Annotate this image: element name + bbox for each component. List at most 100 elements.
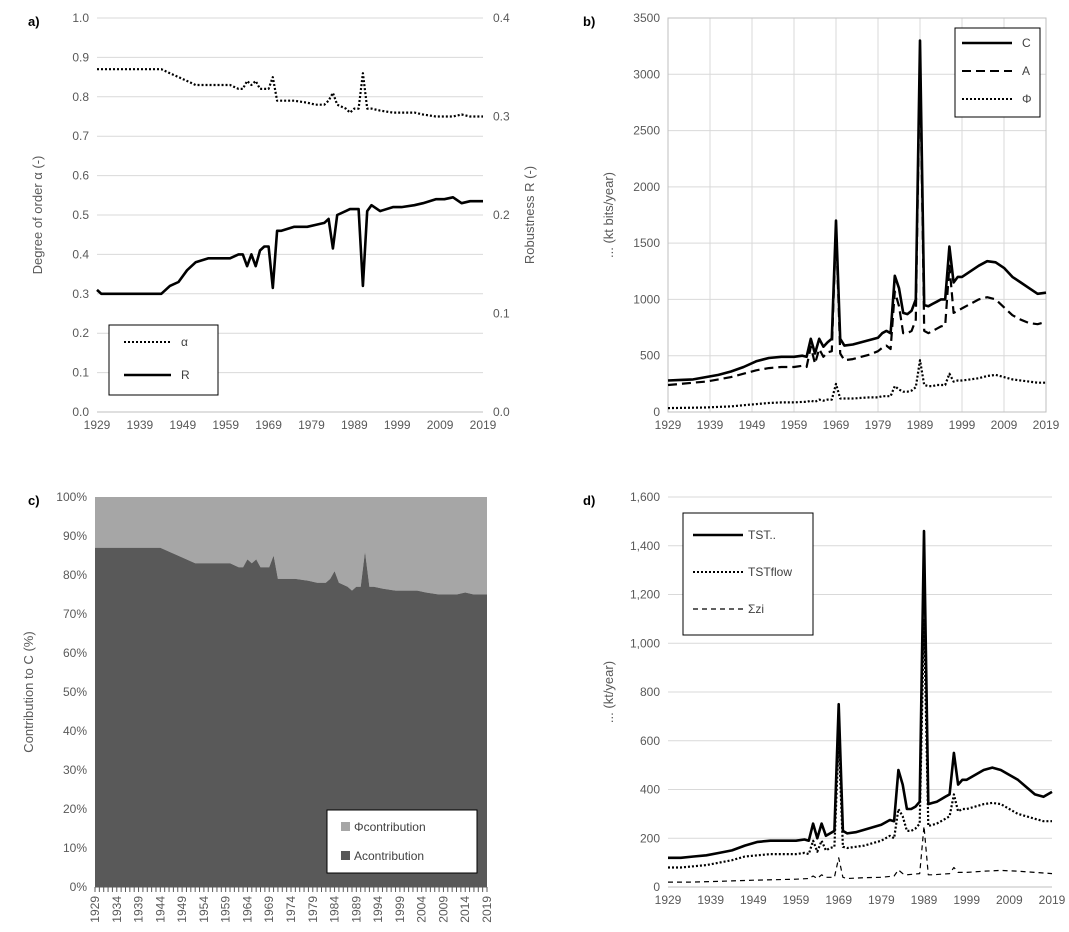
series-line-2: [668, 825, 1053, 883]
x-tick-label: 1929: [655, 418, 682, 432]
series-line-0: [668, 529, 1053, 860]
legend-swatch-a: [341, 851, 350, 860]
series-line-1: [96, 196, 483, 296]
x-tick-label: 1979: [868, 893, 895, 907]
x-tick-label: 2009: [996, 893, 1023, 907]
x-tick-label: 1989: [911, 893, 938, 907]
x-tick-label: 1984: [328, 896, 342, 923]
legend-label: C: [1022, 36, 1031, 50]
legend-label: TST..: [748, 528, 776, 542]
x-tick-label: 1929: [88, 896, 102, 923]
legend-label: Φ: [1022, 92, 1032, 106]
x-tick-label: 1959: [781, 418, 808, 432]
y-right-tick-label: 0.3: [493, 110, 510, 124]
y-right-tick-label: 0.1: [493, 307, 510, 321]
x-tick-label: 1969: [825, 893, 852, 907]
y-right-tick-label: 0.2: [493, 208, 510, 222]
x-tick-label: 2019: [470, 418, 497, 432]
x-tick-label: 2014: [458, 896, 472, 923]
y-tick-label: 3500: [633, 11, 660, 25]
x-tick-label: 1979: [865, 418, 892, 432]
x-tick-label: 1999: [384, 418, 411, 432]
legend-label: Σzi: [748, 602, 764, 616]
x-tick-label: 2009: [436, 896, 450, 923]
x-tick-label: 1954: [197, 896, 211, 923]
y-tick-label: 2500: [633, 124, 660, 138]
x-tick-label: 2009: [991, 418, 1018, 432]
x-tick-label: 1939: [697, 893, 724, 907]
series-line-0: [97, 68, 483, 118]
y-tick-label: 90%: [63, 529, 87, 543]
legend-label: TSTflow: [748, 565, 792, 579]
legend-label: Acontribution: [354, 849, 424, 863]
y-tick-label: 1.0: [72, 11, 89, 25]
y-axis-label: Contribution to C (%): [21, 631, 36, 752]
x-tick-label: 1949: [739, 418, 766, 432]
x-tick-label: 1989: [341, 418, 368, 432]
plot-frame: [667, 17, 1047, 413]
x-tick-label: 1959: [219, 896, 233, 923]
x-tick-label: 2009: [427, 418, 454, 432]
y-tick-label: 0: [653, 405, 660, 419]
x-tick-label: 1939: [127, 418, 154, 432]
x-tick-label: 1939: [132, 896, 146, 923]
x-tick-label: 1989: [349, 896, 363, 923]
y-tick-label: 2000: [633, 180, 660, 194]
panel-d-chart: 0 200 400 600 800 1,000 1,200 1,400 1,600 1929 193…: [583, 490, 1066, 907]
y-tick-label: 0.7: [72, 129, 89, 143]
y-tick-label: 70%: [63, 607, 87, 621]
series-line-2: [667, 359, 1046, 410]
area-phi-contribution: [95, 497, 487, 595]
y-tick-label: 0.4: [72, 247, 89, 261]
y-tick-label: 30%: [63, 763, 87, 777]
y-tick-label: 80%: [63, 568, 87, 582]
legend-label: R: [181, 368, 190, 382]
legend-box: [108, 324, 219, 396]
y-tick-label: 0.2: [72, 326, 89, 340]
y-tick-label: 0: [653, 880, 660, 894]
y-tick-label: 1,000: [630, 636, 660, 650]
x-tick-label: 1999: [953, 893, 980, 907]
panel-label: b): [583, 14, 595, 29]
y-right-tick-label: 0.4: [493, 11, 510, 25]
panel-a-chart: 0.0 0.1 0.2 0.3 0.4 0.5 0.6 0.7 0.8 0.9 1.0 1929 193…: [28, 11, 537, 432]
x-tick-label: 1929: [84, 418, 111, 432]
x-tick-label: 2004: [415, 896, 429, 923]
x-tick-label: 1969: [255, 418, 282, 432]
x-tick-label: 1994: [371, 896, 385, 923]
y-tick-label: 800: [640, 685, 660, 699]
y-tick-label: 0.9: [72, 50, 89, 64]
y-tick-label: 20%: [63, 802, 87, 816]
y-tick-label: 500: [640, 349, 660, 363]
y-axis-label: ... (kt bits/year): [601, 172, 616, 258]
x-tick-label: 1944: [153, 896, 167, 923]
area-a-contribution: [95, 547, 487, 887]
x-tick-label: 1979: [306, 896, 320, 923]
y-tick-label: 0.6: [72, 169, 89, 183]
y-tick-label: 1,200: [630, 588, 660, 602]
legend-box: [682, 512, 814, 636]
y-tick-label: 400: [640, 783, 660, 797]
x-tick-label: 2019: [1033, 418, 1060, 432]
y-tick-label: 1500: [633, 236, 660, 250]
x-tick-label: 1974: [284, 896, 298, 923]
x-tick-label: 1999: [393, 896, 407, 923]
y-tick-label: 1,400: [630, 539, 660, 553]
panel-label: d): [583, 493, 595, 508]
x-tick-label: 1949: [169, 418, 196, 432]
x-tick-label: 2019: [1039, 893, 1066, 907]
x-tick-label: 1969: [262, 896, 276, 923]
series-line-0: [667, 39, 1047, 382]
y-axis-label: Degree of order α (-): [30, 156, 45, 275]
x-tick-label: 1959: [212, 418, 239, 432]
y-right-tick-label: 0.0: [493, 405, 510, 419]
panel-c-chart: 0% 10% 20% 30% 40% 50% 60% 70% 80% 90% 100% 1929 193…: [21, 490, 494, 923]
x-tick-label: 1929: [655, 893, 682, 907]
panel-label: a): [28, 14, 40, 29]
panel-b-chart: 0 500 1000 1500 2000 2500 3000 3500 1929 1939 1949…: [583, 11, 1060, 432]
x-tick-label: 1969: [823, 418, 850, 432]
y-tick-label: 0.8: [72, 90, 89, 104]
y-axis-label: ... (kt/year): [601, 661, 616, 723]
x-tick-label: 1999: [949, 418, 976, 432]
